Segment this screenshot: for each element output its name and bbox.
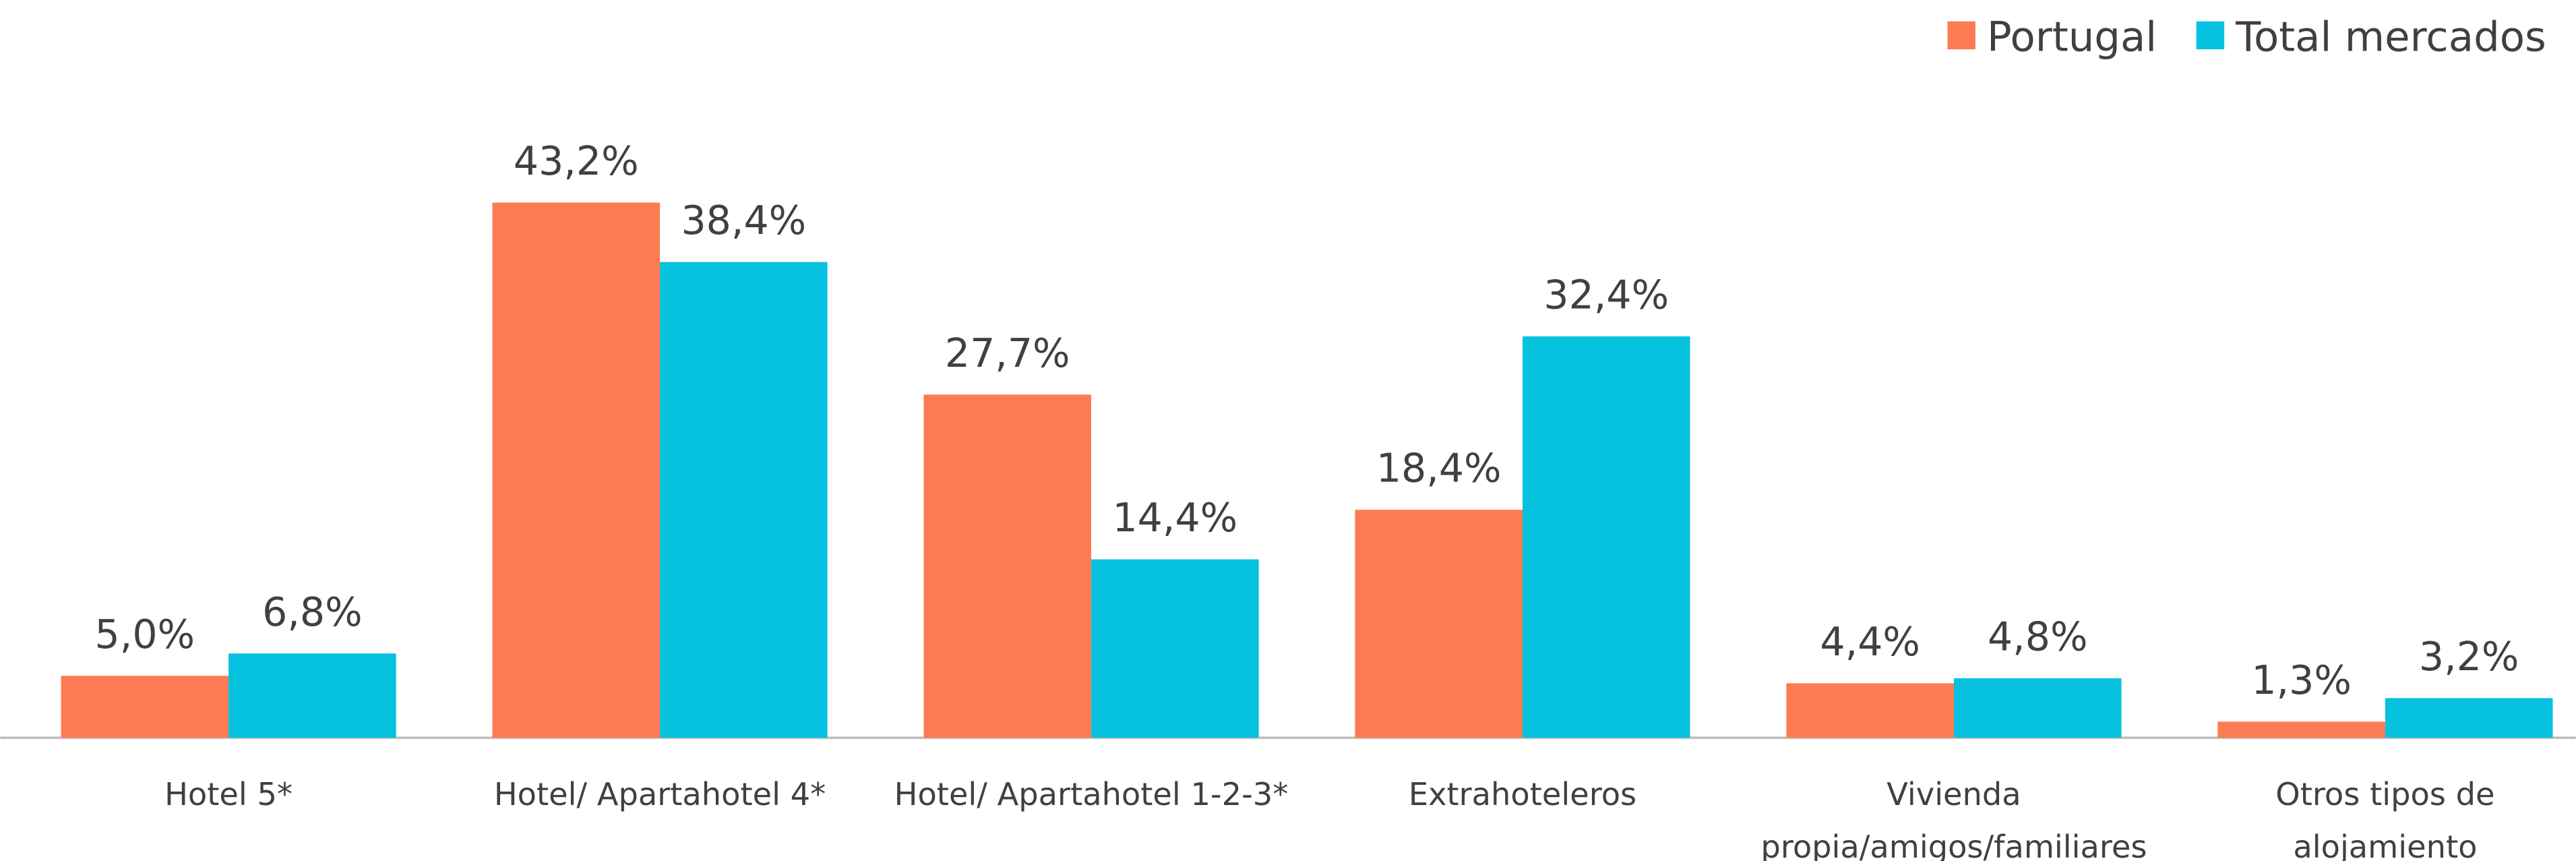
bar bbox=[660, 262, 828, 738]
bar bbox=[2385, 698, 2553, 738]
data-label: 3,2% bbox=[2419, 634, 2519, 680]
legend-label: Total mercados bbox=[2235, 13, 2546, 61]
bar bbox=[1953, 678, 2122, 738]
bar bbox=[1355, 510, 1523, 738]
data-label: 4,4% bbox=[1820, 619, 1920, 665]
bar bbox=[2217, 721, 2385, 738]
legend-swatch bbox=[2196, 21, 2225, 50]
x-tick-label: Hotel 5* bbox=[164, 776, 293, 812]
x-tick-label: Otros tipos de alojamiento bbox=[2275, 776, 2494, 861]
data-label: 27,7% bbox=[945, 330, 1070, 376]
bar bbox=[1786, 683, 1954, 738]
data-label: 38,4% bbox=[681, 198, 806, 243]
data-label: 43,2% bbox=[514, 138, 639, 184]
x-tick-label: Hotel/ Apartahotel 4* bbox=[494, 776, 826, 812]
bar bbox=[61, 676, 229, 738]
data-label: 1,3% bbox=[2251, 657, 2352, 703]
x-tick-label: Extrahoteleros bbox=[1409, 776, 1636, 812]
data-label: 5,0% bbox=[95, 612, 195, 657]
bar bbox=[228, 653, 396, 738]
data-label: 18,4% bbox=[1376, 446, 1502, 492]
bar bbox=[1091, 559, 1259, 738]
x-tick-label: Vivienda propia/amigos/familiares bbox=[1760, 776, 2147, 861]
x-tick-label: Hotel/ Apartahotel 1-2-3* bbox=[894, 776, 1289, 812]
bar bbox=[923, 394, 1092, 738]
data-label: 32,4% bbox=[1543, 272, 1669, 318]
bar bbox=[492, 202, 661, 738]
bar bbox=[1523, 336, 1690, 738]
legend-swatch bbox=[1947, 21, 1975, 50]
data-label: 14,4% bbox=[1112, 495, 1237, 541]
data-label: 6,8% bbox=[262, 589, 363, 635]
data-label: 4,8% bbox=[1988, 614, 2088, 660]
legend-label: Portugal bbox=[1987, 13, 2157, 61]
